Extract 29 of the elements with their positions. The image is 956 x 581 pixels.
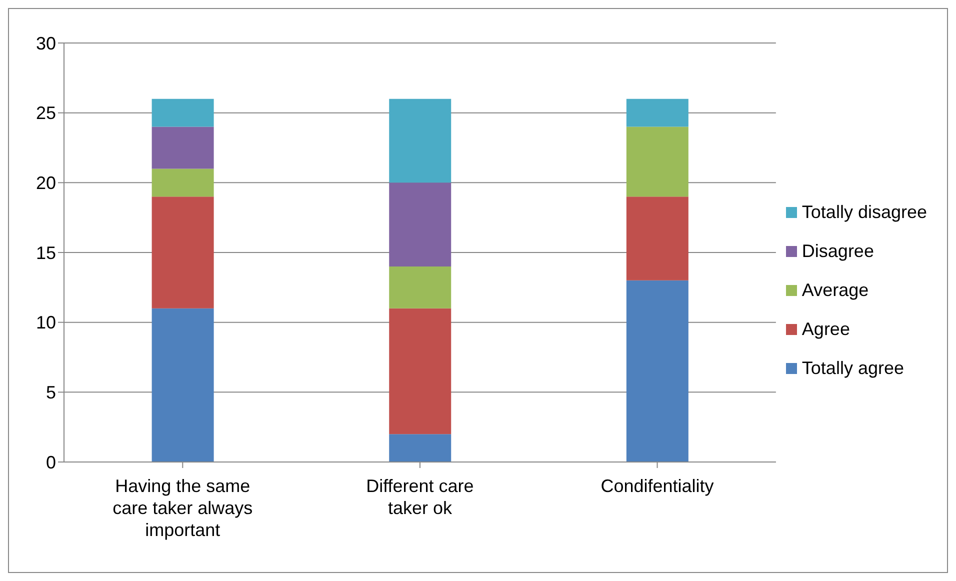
y-tick-label: 5: [46, 382, 56, 403]
bar: [389, 434, 452, 462]
bar: [152, 126, 214, 169]
bar: [152, 308, 214, 462]
bar: [389, 266, 452, 308]
x-tick-label: Having the same care taker always important: [112, 476, 253, 540]
y-tick-label: 10: [36, 312, 56, 333]
bar: [152, 196, 214, 308]
legend-label: Average: [802, 280, 869, 301]
y-tick-label: 30: [36, 33, 56, 54]
bar: [389, 98, 452, 183]
bar: [389, 308, 452, 434]
y-tick-label: 15: [36, 242, 56, 263]
bar: [389, 182, 452, 266]
legend-label: Totally disagree: [802, 202, 927, 223]
y-tick-label: 0: [46, 452, 56, 472]
x-tick-label: Different care taker ok: [366, 476, 474, 518]
y-tick-label: 25: [36, 103, 56, 124]
legend-label: Agree: [802, 319, 850, 340]
bar: [626, 126, 688, 197]
bar: [152, 168, 214, 197]
bar: [626, 280, 688, 462]
legend-label: Totally agree: [802, 358, 904, 379]
y-tick-label: 20: [36, 173, 56, 194]
legend-label: Disagree: [802, 241, 874, 262]
bar: [626, 98, 688, 127]
bar: [152, 98, 214, 127]
x-tick-label: Condifentiality: [600, 476, 714, 496]
bar: [626, 196, 688, 280]
